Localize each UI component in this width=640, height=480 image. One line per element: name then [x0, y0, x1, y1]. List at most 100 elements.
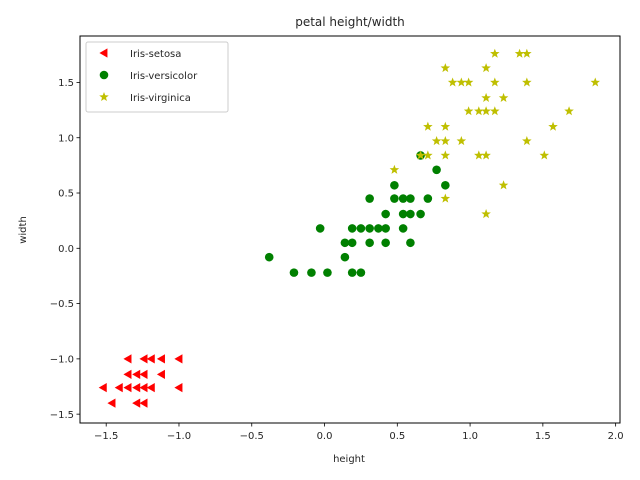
data-point: [107, 398, 116, 408]
data-point: [139, 383, 148, 393]
legend: Iris-setosa Iris-versicolor Iris-virginica: [85, 41, 229, 113]
data-point: [590, 77, 601, 87]
legend-marker-circle-icon: [99, 70, 109, 80]
data-point: [474, 106, 484, 116]
legend-label: Iris-setosa: [130, 49, 181, 60]
data-point: [423, 150, 433, 160]
y-tick-label: 1.0: [58, 133, 74, 144]
data-point: [174, 354, 183, 364]
data-point: [498, 180, 509, 190]
data-point: [406, 194, 415, 203]
legend-marker-star-icon: [99, 92, 109, 102]
data-point: [498, 92, 509, 102]
series-iris-virginica: [389, 48, 601, 219]
data-point: [481, 106, 491, 116]
data-point: [398, 194, 408, 203]
data-point: [431, 136, 442, 146]
data-point: [114, 383, 123, 393]
data-point: [481, 150, 491, 160]
data-point: [447, 77, 458, 87]
y-tick-label: −1.5: [50, 410, 74, 421]
data-point: [564, 106, 574, 116]
axes-frame: [79, 35, 621, 424]
data-point: [514, 48, 525, 58]
data-point: [365, 194, 374, 203]
data-point: [423, 194, 433, 203]
data-point: [440, 136, 451, 146]
legend-entry: Iris-setosa: [99, 48, 181, 60]
data-point: [356, 224, 366, 233]
data-point: [548, 121, 558, 131]
data-point: [264, 252, 274, 262]
legend-entries: Iris-setosa Iris-versicolor Iris-virginica: [99, 48, 198, 104]
x-tick-label: 1.0: [462, 431, 478, 442]
data-point: [463, 106, 474, 116]
y-tick-label: 0.5: [58, 189, 74, 200]
points-layer: [98, 48, 601, 408]
data-point: [440, 121, 451, 131]
data-point: [389, 164, 400, 174]
data-point: [474, 150, 484, 160]
data-point: [139, 398, 148, 408]
data-point: [490, 77, 500, 87]
data-point: [347, 224, 357, 233]
data-point: [146, 383, 155, 393]
chart-title: petal height/width: [295, 15, 405, 29]
data-point: [416, 209, 425, 219]
x-tick-label: −1.0: [167, 431, 191, 442]
data-point: [490, 48, 500, 58]
data-point: [98, 383, 107, 393]
legend-box: [85, 41, 229, 113]
y-tick-label: −1.0: [50, 354, 74, 365]
data-point: [456, 77, 467, 87]
data-point: [132, 383, 141, 393]
data-point: [139, 354, 148, 364]
y-axis-label: width: [18, 216, 29, 244]
data-point: [481, 209, 491, 219]
series-iris-setosa: [98, 354, 183, 408]
data-point: [123, 369, 132, 379]
series-iris-versicolor: [264, 151, 450, 277]
data-point: [123, 383, 132, 393]
data-point: [539, 150, 550, 160]
data-point: [347, 268, 357, 277]
legend-entry: Iris-virginica: [99, 92, 191, 104]
legend-label: Iris-virginica: [130, 93, 191, 104]
x-tick-label: 0.5: [389, 431, 405, 442]
data-point: [490, 106, 500, 116]
x-tick-label: −1.5: [94, 431, 118, 442]
data-point: [365, 238, 374, 248]
legend-label: Iris-versicolor: [130, 71, 198, 82]
data-point: [381, 224, 390, 233]
data-point: [123, 354, 132, 364]
data-point: [440, 193, 451, 203]
data-point: [132, 369, 141, 379]
data-point: [522, 48, 532, 58]
data-point: [440, 150, 451, 160]
data-point: [440, 63, 451, 73]
data-point: [174, 383, 183, 393]
data-point: [423, 121, 433, 131]
x-tick-label: 2.0: [608, 431, 624, 442]
x-axis-label: height: [333, 454, 365, 465]
data-point: [406, 209, 415, 219]
x-axis-ticks: −1.5 −1.0 −0.5 0.0 0.5 1.0 1.5 2.0: [94, 423, 624, 442]
data-point: [481, 63, 491, 73]
data-point: [381, 238, 390, 248]
data-point: [398, 224, 408, 233]
legend-marker-triangle-left-icon: [99, 48, 108, 58]
data-point: [323, 268, 332, 277]
data-point: [340, 252, 350, 262]
data-point: [406, 238, 415, 248]
data-point: [456, 136, 467, 146]
data-point: [441, 180, 450, 190]
legend-entry: Iris-versicolor: [99, 70, 198, 82]
data-point: [398, 209, 408, 219]
data-point: [522, 136, 532, 146]
x-tick-label: −0.5: [240, 431, 264, 442]
y-tick-label: 0.0: [58, 244, 74, 255]
data-point: [132, 398, 141, 408]
data-point: [390, 180, 399, 190]
data-point: [432, 165, 441, 175]
